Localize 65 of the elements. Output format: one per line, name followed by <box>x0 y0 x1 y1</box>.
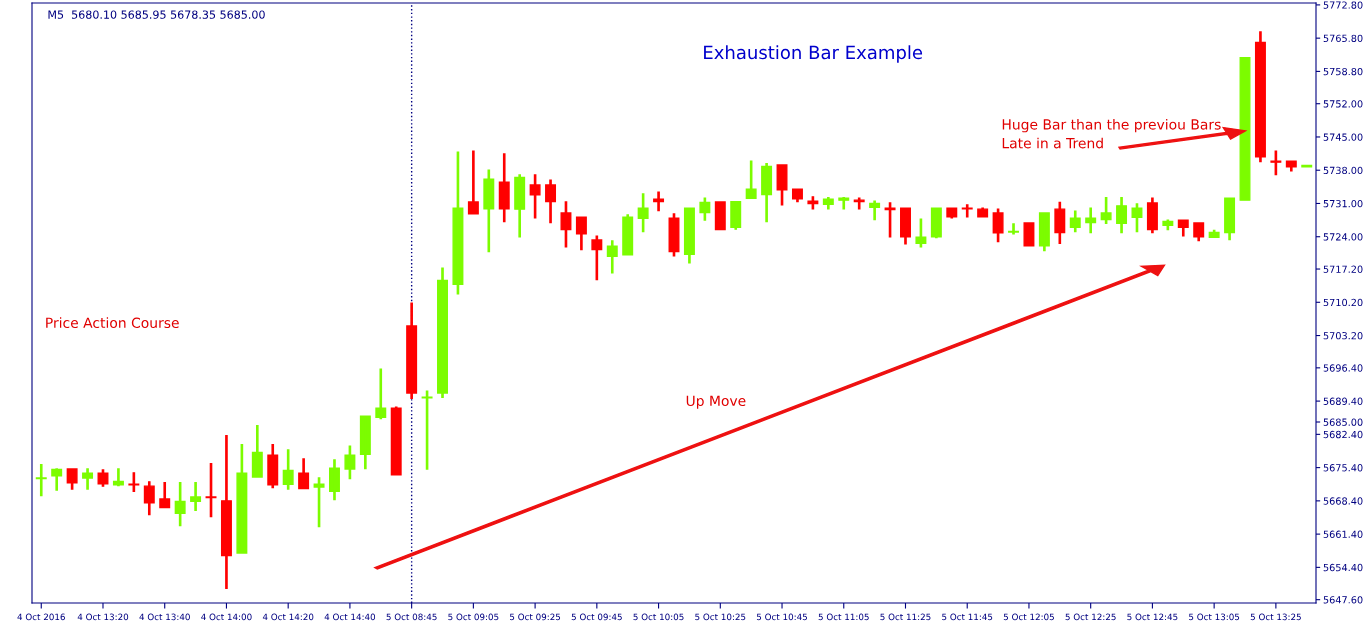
y-tick-label: 5685.00 <box>1323 418 1363 426</box>
x-tick-label: 5 Oct 12:05 <box>1003 613 1054 621</box>
annotation: M5 5680.10 5685.95 5678.35 5685.00 <box>48 10 265 19</box>
y-tick-label: 5647.60 <box>1323 596 1363 604</box>
annotation: Huge Bar than the previou Bars Late in a Trend <box>1002 118 1221 149</box>
candlestick <box>467 150 479 215</box>
x-tick-label: 5 Oct 12:25 <box>1065 613 1116 621</box>
y-tick-label: 5731.00 <box>1323 199 1363 208</box>
candlestick <box>1301 164 1313 168</box>
x-tick-label: 5 Oct 11:45 <box>942 613 993 621</box>
y-tick-label: 5772.80 <box>1323 1 1363 9</box>
x-tick-label: 5 Oct 11:05 <box>818 613 869 621</box>
y-tick-label: 5752.00 <box>1323 100 1363 108</box>
candlestick <box>51 468 63 491</box>
x-tick-label: 5 Oct 08:45 <box>386 613 437 621</box>
candlestick <box>838 197 850 210</box>
y-tick-label: 5758.80 <box>1323 67 1363 76</box>
text: Exhaustion Bar Example <box>704 45 923 63</box>
y-tick-label: 5654.40 <box>1323 563 1363 572</box>
annotation: Up Move <box>686 395 746 409</box>
y-tick-label: 5703.20 <box>1323 332 1363 340</box>
y-tick-label: 5696.40 <box>1323 364 1363 372</box>
candlestick <box>220 435 232 589</box>
y-tick-label: 5689.40 <box>1323 397 1363 405</box>
y-tick-label: 5675.40 <box>1323 464 1363 472</box>
candlestick <box>35 464 47 497</box>
y-tick-label: 5724.00 <box>1323 233 1363 241</box>
candlestick <box>869 200 881 221</box>
x-tick-label: 4 Oct 14:20 <box>262 613 314 621</box>
x-tick-label: 5 Oct 09:45 <box>571 613 622 621</box>
x-tick-label: 4 Oct 13:20 <box>77 613 129 621</box>
candlestick <box>112 468 124 487</box>
x-tick-label: 5 Oct 13:05 <box>1189 613 1240 621</box>
candlestick <box>653 191 665 212</box>
candlestick <box>853 197 865 210</box>
y-tick-label: 5717.20 <box>1323 265 1363 273</box>
x-tick-label: 5 Oct 10:05 <box>633 613 684 621</box>
candlestick <box>159 482 171 509</box>
x-tick-label: 4 Oct 13:40 <box>139 613 190 621</box>
candlestick <box>375 368 387 420</box>
x-tick-label: 5 Oct 11:25 <box>880 613 931 621</box>
x-tick-label: 4 Oct 2016 <box>17 613 65 621</box>
candlestick <box>961 204 973 218</box>
y-tick-label: 5765.80 <box>1323 34 1363 42</box>
x-tick-label: 5 Oct 12:45 <box>1127 613 1178 621</box>
x-tick-label: 5 Oct 10:25 <box>695 613 746 621</box>
x-tick-label: 5 Oct 13:25 <box>1250 613 1301 621</box>
candlestick <box>190 482 202 512</box>
y-tick-label: 5738.00 <box>1323 166 1363 175</box>
x-tick-label: 4 Oct 14:40 <box>324 613 376 621</box>
candlestick <box>1085 207 1097 234</box>
y-tick-label: 5668.40 <box>1323 497 1363 505</box>
y-tick-label: 5710.20 <box>1323 298 1363 307</box>
x-tick-label: 4 Oct 14:00 <box>201 613 252 621</box>
y-tick-label: 5661.40 <box>1323 530 1363 538</box>
candlestick <box>82 468 94 490</box>
x-tick-label: 5 Oct 10:45 <box>756 613 807 621</box>
candlestick <box>606 240 618 274</box>
x-tick-label: 5 Oct 09:25 <box>510 613 561 621</box>
x-tick-label: 5 Oct 09:05 <box>448 613 499 621</box>
annotation: Price Action Course <box>46 317 179 329</box>
candlestick <box>1008 223 1019 235</box>
y-tick-label: 5745.00 <box>1323 133 1363 141</box>
candlestick <box>1177 219 1189 237</box>
y-tick-label: 5682.40 <box>1323 430 1363 439</box>
